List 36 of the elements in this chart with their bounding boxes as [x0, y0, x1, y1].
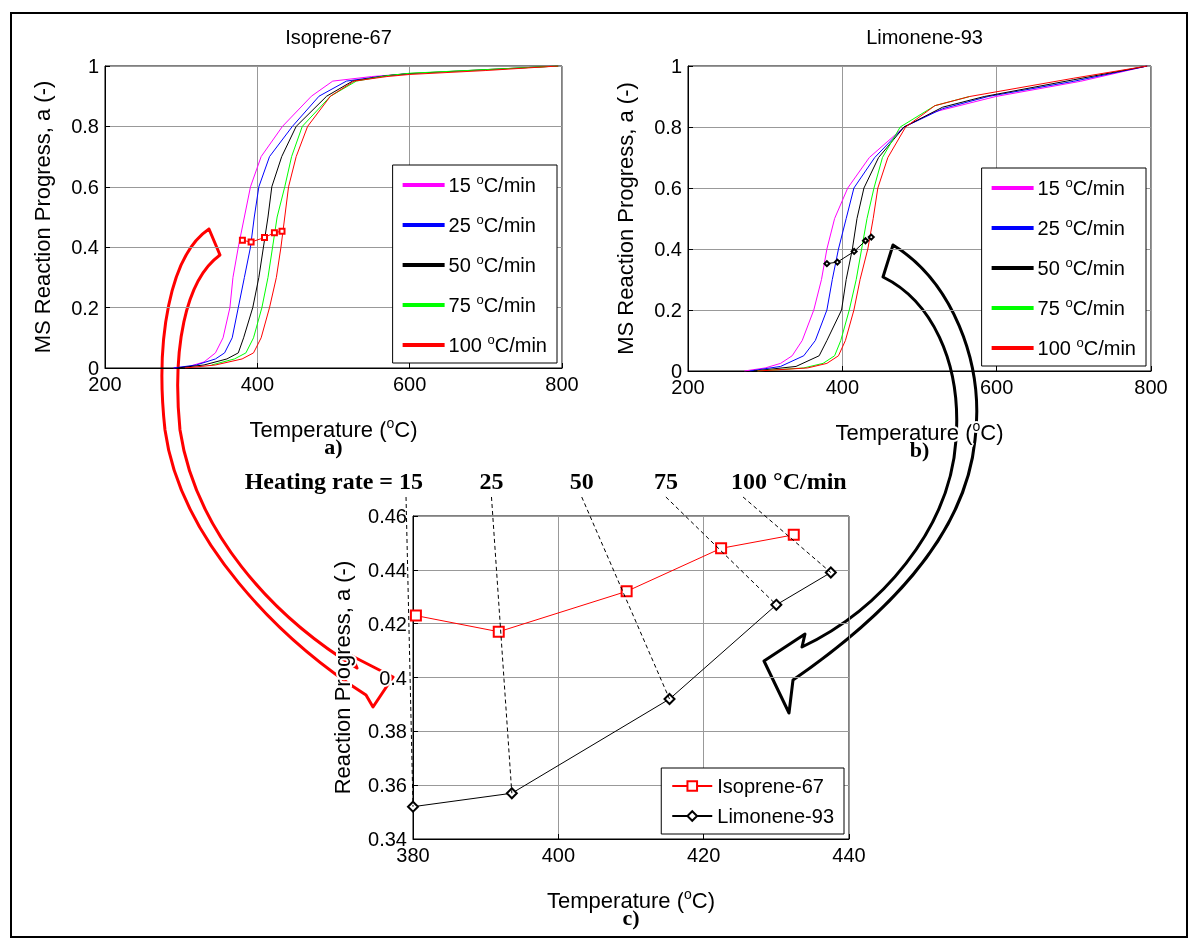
x-tick-label: 400 [541, 844, 576, 866]
x-tick-label: 600 [392, 373, 427, 395]
y-tick-label: 0.4 [654, 238, 682, 260]
chart-title: Limonene-93 [866, 26, 983, 48]
y-tick-label: 0.44 [368, 558, 407, 581]
y-tick-label: 0.6 [71, 175, 99, 198]
y-tick-label: 0.8 [71, 115, 99, 138]
y-tick-label: 1 [670, 55, 682, 77]
x-tick-label: 400 [825, 376, 860, 398]
annotation: 25 [479, 468, 504, 494]
y-axis-title: MS Reaction Progress, a (-) [612, 82, 638, 355]
y-tick-label: 0.4 [71, 236, 99, 259]
chart-title: Isoprene-67 [285, 26, 392, 48]
y-tick-label: 0.2 [71, 296, 99, 319]
y-tick-label: 0.38 [368, 720, 407, 743]
annotation: Heating rate = 15 [244, 468, 424, 494]
legend-label: Limonene-93 [717, 805, 834, 827]
x-tick-label: 440 [832, 844, 866, 866]
annotation: 75 [653, 468, 678, 494]
y-tick-label: 1 [87, 55, 99, 77]
annotation: 100 °C/min [731, 468, 847, 494]
y-axis-title: MS Reaction Progress, a (-) [29, 80, 55, 354]
x-tick-label: 600 [979, 376, 1014, 398]
annotation: 50 [569, 468, 594, 494]
y-tick-label: 0.2 [654, 299, 682, 321]
y-tick-label: 0.42 [368, 612, 407, 635]
x-tick-label: 800 [545, 373, 579, 395]
y-tick-label: 0.36 [368, 774, 407, 797]
x-tick-label: 400 [240, 373, 275, 395]
x-tick-label: 800 [1134, 376, 1168, 398]
y-tick-label: 0.6 [654, 177, 682, 199]
y-tick-label: 0.46 [368, 505, 407, 527]
y-axis-title: Reaction Progress, a (-) [329, 560, 355, 795]
legend-label: Isoprene-67 [717, 775, 824, 797]
x-tick-label: 420 [686, 844, 721, 866]
y-tick-label: 0.8 [654, 116, 682, 138]
